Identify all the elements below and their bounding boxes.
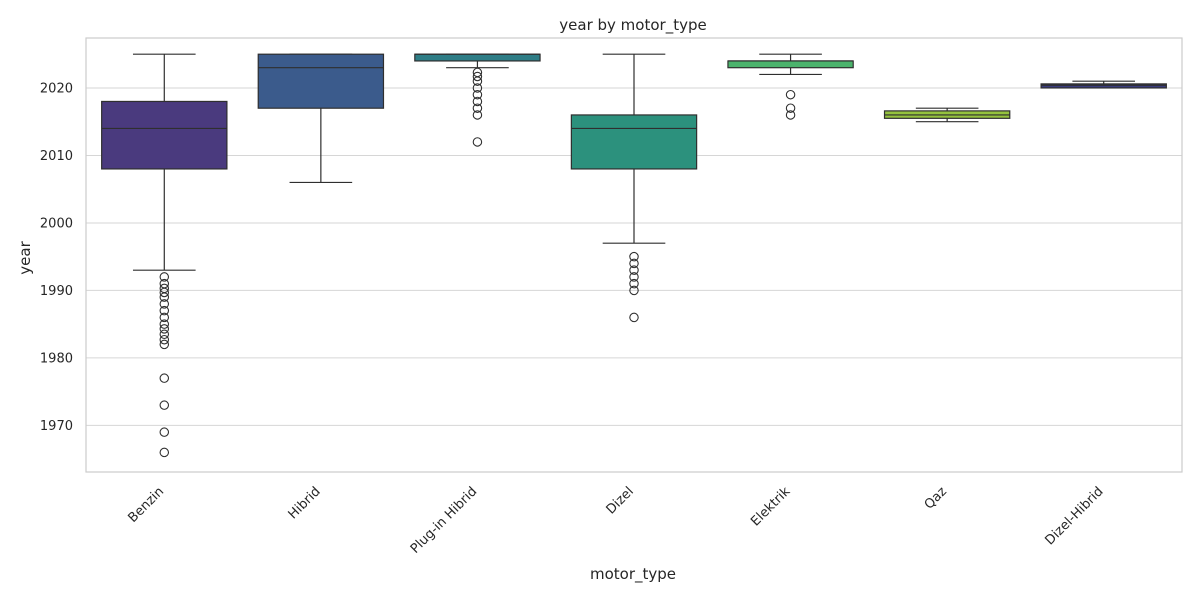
outlier-point — [159, 272, 170, 282]
outlier-point — [159, 283, 170, 294]
outlier-point — [472, 137, 483, 147]
outlier-point — [159, 400, 170, 410]
box-iqr — [570, 114, 698, 170]
outlier-point — [472, 103, 483, 113]
box-group — [570, 53, 698, 323]
box-group — [414, 53, 541, 147]
y-tick-label: 1980 — [40, 351, 73, 366]
outlier-point — [159, 305, 170, 316]
y-tick-label: 1970 — [40, 419, 73, 434]
box-group — [1040, 80, 1167, 89]
outlier-point — [159, 339, 170, 350]
x-tick-label: Dizel — [604, 484, 637, 517]
box-group — [257, 53, 385, 184]
box-iqr — [1040, 83, 1167, 89]
x-tick-label: Hibrid — [286, 484, 324, 522]
box-iqr — [414, 53, 541, 62]
outlier-point — [159, 334, 170, 345]
x-tick-label: Benzin — [126, 484, 168, 526]
outlier-point — [472, 89, 483, 100]
outlier-point — [159, 278, 170, 289]
x-tick-label: Qaz — [922, 484, 950, 512]
x-axis-label: motor_type — [590, 565, 676, 584]
box-iqr — [727, 60, 854, 69]
y-tick-label: 2000 — [40, 216, 73, 231]
outlier-point — [159, 427, 170, 437]
box-iqr — [257, 53, 385, 109]
box-group — [883, 107, 1011, 123]
outlier-point — [159, 324, 170, 334]
y-axis-label: year — [16, 240, 34, 274]
outlier-point — [629, 285, 639, 296]
box-iqr — [101, 100, 228, 170]
outlier-point — [159, 319, 170, 329]
outlier-point — [472, 96, 483, 107]
outlier-point — [629, 265, 639, 275]
outlier-point — [785, 103, 796, 113]
outlier-point — [159, 299, 170, 309]
outlier-point — [629, 272, 639, 282]
outlier-point — [472, 67, 483, 78]
outlier-point — [159, 329, 170, 340]
outlier-point — [472, 83, 483, 93]
outlier-point — [159, 373, 170, 383]
plot-area-frame — [85, 37, 1183, 473]
x-tick-label: Elektrik — [748, 484, 794, 530]
y-tick-label: 1990 — [40, 284, 73, 299]
chart-title: year by motor_type — [559, 16, 706, 35]
x-tick-labels: Benzin Hibrid Plug-in Hibrid Dizel Elektrik Q… — [126, 484, 1107, 557]
boxplots — [101, 53, 1167, 458]
y-tick-label: 2020 — [40, 81, 73, 96]
y-tick-labels: 1970 1980 1990 2000 2010 2020 — [40, 81, 73, 433]
x-tick-label: Dizel-Hibrid — [1042, 484, 1106, 548]
outlier-point — [785, 110, 796, 120]
outlier-point — [785, 89, 796, 100]
outlier-point — [629, 278, 639, 289]
outlier-point — [629, 312, 639, 323]
box-group — [101, 53, 228, 458]
box-group — [727, 53, 854, 120]
outlier-point — [159, 447, 170, 458]
x-tick-label: Plug-in Hibrid — [408, 484, 480, 556]
outlier-point — [629, 251, 639, 262]
outlier-point — [159, 312, 170, 323]
outlier-point — [629, 258, 639, 269]
y-tick-label: 2010 — [40, 149, 73, 164]
outlier-point — [472, 71, 483, 82]
outlier-point — [472, 110, 483, 120]
